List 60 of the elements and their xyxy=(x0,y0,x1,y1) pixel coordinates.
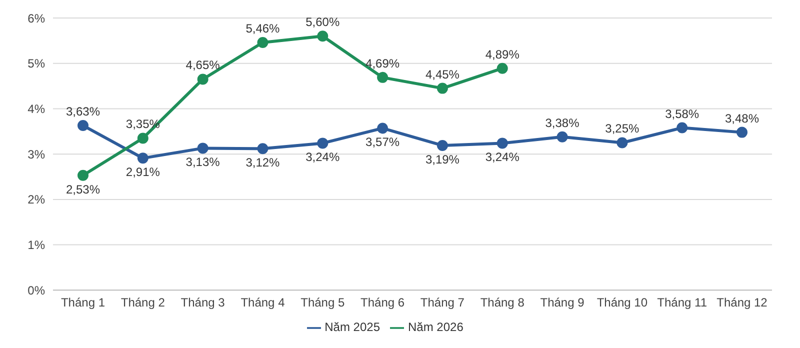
x-tick-label: Tháng 10 xyxy=(596,296,648,310)
data-label: 2,91% xyxy=(126,165,160,180)
y-tick-label: 0% xyxy=(28,283,46,298)
x-tick-label: Tháng 11 xyxy=(657,296,708,310)
point xyxy=(436,140,448,151)
data-label: 4,65% xyxy=(186,58,220,72)
y-tick-label: 3% xyxy=(28,147,46,162)
point xyxy=(616,137,628,148)
point xyxy=(197,142,208,154)
y-tick-label: 6% xyxy=(28,11,46,26)
point xyxy=(78,120,88,132)
data-label: 3,13% xyxy=(186,155,220,170)
y-tick-label: 5% xyxy=(28,56,46,71)
x-tick-label: Tháng 1 xyxy=(60,296,106,310)
x-tick-label: Tháng 8 xyxy=(480,296,525,310)
data-label: 3,24% xyxy=(306,150,340,164)
legend-label: Năm 2025 xyxy=(324,320,380,334)
x-tick-label: Tháng 9 xyxy=(540,296,585,310)
x-tick-label: Tháng 2 xyxy=(120,296,166,310)
point xyxy=(137,152,148,164)
data-label: 5,60% xyxy=(306,15,340,30)
data-label: 3,25% xyxy=(605,122,640,136)
point xyxy=(317,138,328,149)
data-label: 4,45% xyxy=(425,67,460,82)
y-tick-label: 4% xyxy=(28,102,46,116)
data-label: 3,12% xyxy=(246,156,280,170)
point xyxy=(496,138,508,149)
x-tick-label: Tháng 3 xyxy=(180,296,226,310)
point xyxy=(257,143,268,154)
y-tick-label: 2% xyxy=(28,192,46,207)
data-label: 3,57% xyxy=(366,135,400,150)
point xyxy=(496,62,508,74)
point xyxy=(556,131,568,142)
point xyxy=(257,36,268,48)
point xyxy=(78,170,88,181)
point xyxy=(137,132,148,144)
data-label: 4,69% xyxy=(366,56,400,70)
point xyxy=(317,30,328,42)
point xyxy=(436,82,448,94)
y-tick-label: 1% xyxy=(28,238,46,252)
data-label: 3,19% xyxy=(425,152,460,166)
x-tick-label: Tháng 7 xyxy=(420,296,465,310)
point xyxy=(736,126,748,138)
point xyxy=(676,122,688,134)
x-tick-label: Tháng 4 xyxy=(240,296,286,310)
data-label: 3,38% xyxy=(545,116,580,130)
point xyxy=(197,74,208,85)
data-label: 3,24% xyxy=(485,150,520,164)
data-label: 3,63% xyxy=(66,104,100,119)
x-tick-label: Tháng 12 xyxy=(716,296,768,310)
data-label: 2,53% xyxy=(66,182,100,196)
data-label: 3,58% xyxy=(665,106,700,121)
data-label: 5,46% xyxy=(246,21,280,36)
x-tick-label: Tháng 6 xyxy=(360,296,405,310)
point xyxy=(377,122,388,134)
legend-label: Năm 2026 xyxy=(408,320,464,334)
x-tick-label: Tháng 5 xyxy=(300,296,345,310)
data-label: 3,48% xyxy=(724,111,760,126)
data-label: 4,89% xyxy=(485,47,520,62)
point xyxy=(377,72,388,83)
